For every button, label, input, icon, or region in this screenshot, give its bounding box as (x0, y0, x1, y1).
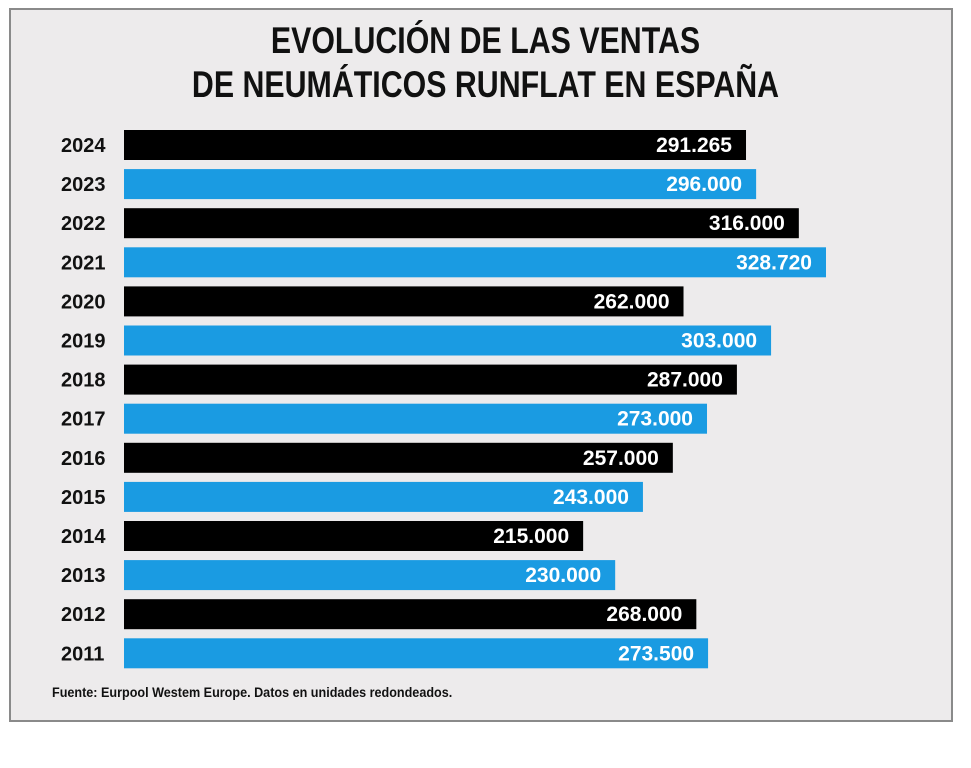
bar-2020 (124, 286, 684, 317)
year-label-2022: 2022 (61, 213, 106, 235)
chart-title-line-2: DE NEUMÁTICOS RUNFLAT EN ESPAÑA (191, 64, 780, 105)
value-label-2021: 328.720 (736, 251, 812, 274)
bar-2023 (124, 169, 757, 200)
chart-title-line-1: EVOLUCIÓN DE LAS VENTAS (270, 20, 701, 61)
value-label-2012: 268.000 (606, 603, 682, 626)
bar-2016 (124, 442, 673, 473)
year-label-2020: 2020 (61, 291, 106, 313)
bar-2015 (124, 481, 643, 512)
bar-2013 (124, 560, 616, 591)
value-label-2024: 291.265 (656, 134, 732, 157)
value-label-2022: 316.000 (709, 212, 785, 235)
year-label-2014: 2014 (61, 526, 106, 548)
bar-2018 (124, 364, 737, 395)
value-label-2011: 273.500 (618, 642, 694, 665)
value-label-2016: 257.000 (583, 447, 659, 470)
source-note: Fuente: Eurpool Westem Europe. Datos en … (52, 684, 453, 700)
bar-2017 (124, 403, 708, 434)
bar-2022 (124, 208, 799, 239)
value-label-2013: 230.000 (525, 564, 601, 587)
year-label-2018: 2018 (61, 370, 106, 392)
year-label-2011: 2011 (61, 643, 104, 665)
year-label-2019: 2019 (61, 331, 106, 353)
bar-2014 (124, 521, 584, 551)
bar-2024 (124, 130, 747, 160)
value-label-2023: 296.000 (666, 173, 742, 196)
bar-2012 (124, 599, 697, 630)
year-label-2013: 2013 (61, 565, 106, 587)
value-label-2017: 273.000 (617, 408, 693, 431)
year-label-2016: 2016 (61, 448, 106, 470)
value-label-2019: 303.000 (681, 330, 757, 353)
bar-2021 (124, 247, 826, 278)
bar-2019 (124, 325, 772, 356)
value-label-2015: 243.000 (553, 486, 629, 509)
value-label-2018: 287.000 (647, 369, 723, 392)
year-label-2012: 2012 (61, 604, 106, 626)
bar-2011 (124, 638, 709, 669)
year-label-2021: 2021 (61, 252, 106, 274)
value-label-2014: 215.000 (493, 525, 569, 548)
year-label-2023: 2023 (61, 174, 106, 196)
year-label-2015: 2015 (61, 487, 106, 509)
year-label-2024: 2024 (61, 135, 106, 157)
year-label-2017: 2017 (61, 409, 106, 431)
value-label-2020: 262.000 (594, 290, 670, 313)
